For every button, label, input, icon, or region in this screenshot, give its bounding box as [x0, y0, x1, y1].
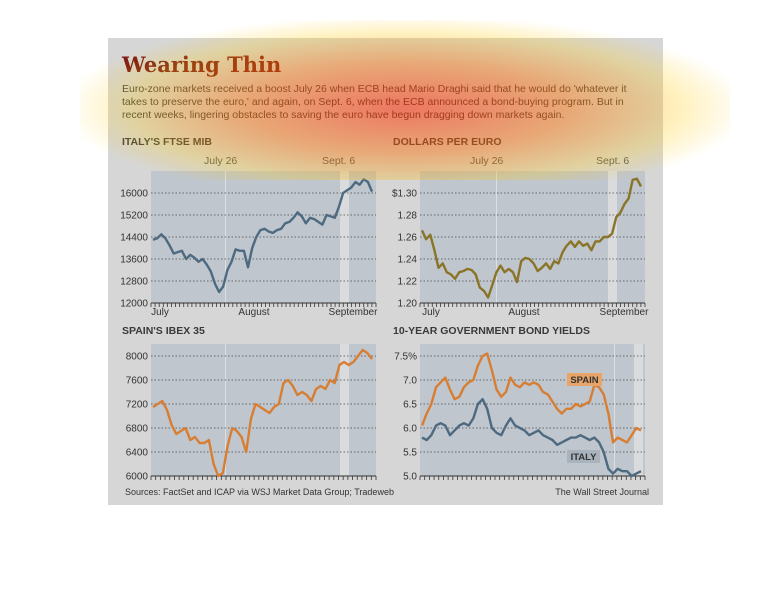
event-band: [496, 171, 497, 303]
y-tick-label: 6000: [126, 472, 149, 483]
x-tick-label: September: [600, 307, 650, 318]
y-tick-label: 6.5: [403, 400, 417, 411]
y-tick-label: 5.0: [403, 472, 417, 483]
x-tick-label: August: [508, 307, 539, 318]
y-tick-label: 13600: [120, 255, 148, 266]
credit: The Wall Street Journal: [555, 487, 649, 497]
y-tick-label: 6.0: [403, 424, 417, 435]
x-tick-label: September: [329, 307, 379, 318]
y-tick-label: 1.26: [398, 233, 418, 244]
y-tick-label: 12000: [120, 299, 148, 310]
y-tick-label: 6400: [126, 448, 149, 459]
event-band: [634, 344, 643, 476]
series-line: [420, 352, 642, 444]
y-tick-label: 7600: [126, 376, 149, 387]
y-tick-label: 12800: [120, 277, 148, 288]
y-tick-label: 1.22: [398, 277, 418, 288]
source-note: Sources: FactSet and ICAP via WSJ Market…: [125, 487, 394, 497]
chart-title: SPAIN'S IBEX 35: [122, 325, 205, 337]
series-label: SPAIN: [570, 375, 598, 386]
event-label: July 26: [470, 155, 503, 167]
y-tick-label: 15200: [120, 211, 148, 222]
y-tick-label: 16000: [120, 189, 148, 200]
event-band: [340, 344, 349, 476]
event-label: Sept. 6: [596, 155, 629, 167]
event-label: Sept. 6: [322, 155, 355, 167]
event-band: [225, 344, 226, 476]
event-band: [614, 344, 615, 476]
series-label-bg: [567, 450, 600, 463]
y-tick-label: 1.24: [398, 255, 418, 266]
chart-title: 10-YEAR GOVERNMENT BOND YIELDS: [393, 325, 590, 337]
y-tick-label: 1.28: [398, 211, 418, 222]
event-label: July 26: [204, 155, 237, 167]
y-tick-label: 14400: [120, 233, 148, 244]
y-tick-label: 1.20: [398, 299, 418, 310]
x-tick-label: August: [238, 307, 269, 318]
y-tick-label: 6800: [126, 424, 149, 435]
y-tick-label: 5.5: [403, 448, 417, 459]
y-tick-label: 8000: [126, 352, 149, 363]
series-line: [152, 178, 374, 294]
y-tick-label: 7.5%: [394, 352, 417, 363]
series-line: [152, 348, 373, 478]
y-tick-label: 7200: [126, 400, 149, 411]
series-label: ITALY: [571, 452, 598, 463]
y-tick-label: $1.30: [392, 189, 417, 200]
x-tick-label: July: [151, 307, 169, 318]
plot-background: [420, 344, 645, 476]
x-tick-label: July: [422, 307, 440, 318]
chart-title: ITALY'S FTSE MIB: [122, 136, 212, 148]
series-label-bg: [567, 373, 602, 386]
chart-title: DOLLARS PER EURO: [393, 136, 502, 148]
y-tick-label: 7.0: [403, 376, 417, 387]
charts-area: ITALY'S FTSE MIB July 26 Sept. 6 16000 15200…: [120, 136, 650, 497]
series-line: [420, 177, 643, 299]
series-line: [421, 398, 642, 478]
infographic-card: Wearing Thin Euro-zone markets received …: [108, 38, 663, 505]
